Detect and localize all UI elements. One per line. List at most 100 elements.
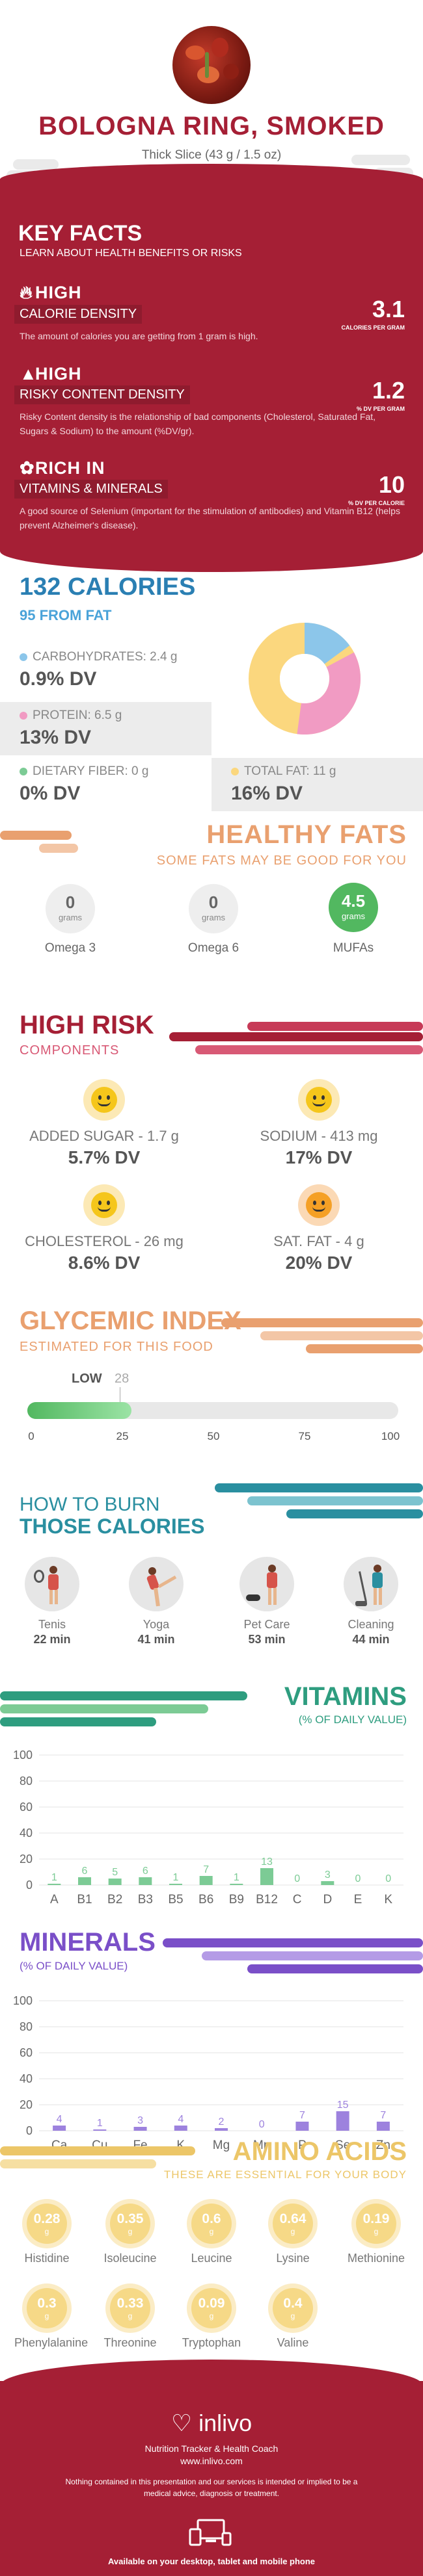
- amino-value: 0.33: [116, 2296, 144, 2311]
- y-tick-label: 100: [13, 1994, 33, 2007]
- amino-bubble: 0.6 g: [191, 2204, 232, 2244]
- fact-unit: % DV PER GRAM: [356, 406, 405, 412]
- protein-dot-icon: [20, 712, 27, 720]
- pet-care-icon: [239, 1557, 294, 1611]
- fact-level: HIGH: [35, 364, 82, 384]
- macro-donut-chart: [249, 623, 361, 735]
- amino-unit: g: [290, 2227, 295, 2236]
- fat-unit: grams: [201, 913, 226, 922]
- footer-url[interactable]: www.inlivo.com: [180, 2456, 243, 2466]
- x-tick-label: D: [323, 1893, 332, 1906]
- fact-unit: % DV PER CALORIE: [348, 500, 405, 506]
- amino-value: 0.35: [116, 2211, 144, 2226]
- header: BOLOGNA RING, SMOKED Thick Slice (43 g /…: [0, 0, 423, 182]
- amino-item: 0.64 g Lysine: [260, 2204, 325, 2265]
- amino-item: 0.35 g Isoleucine: [98, 2204, 163, 2265]
- y-tick-label: 100: [13, 1749, 33, 1762]
- nutrient-fiber: DIETARY FIBER: 0 g 0% DV: [20, 764, 215, 810]
- nutrient-protein: PROTEIN: 6.5 g 13% DV: [0, 702, 212, 755]
- footer: ♡ inlivo Nutrition Tracker & Health Coac…: [0, 2381, 423, 2576]
- x-tick-label: E: [354, 1893, 362, 1906]
- bar-value-label: 7: [203, 1864, 209, 1875]
- bar: [108, 1879, 122, 1885]
- amino-value: 0.3: [37, 2296, 57, 2311]
- x-tick-label: Mg: [213, 2139, 230, 2152]
- amino-item: 0.09 g Tryptophan: [179, 2288, 244, 2350]
- x-tick-label: B3: [138, 1893, 153, 1906]
- nutrient-fat: TOTAL FAT: 11 g 16% DV: [212, 758, 423, 811]
- bar-value-label: 1: [234, 1872, 239, 1883]
- tennis-icon: [25, 1557, 79, 1611]
- amino-unit: g: [374, 2227, 379, 2236]
- amino-item: 0.33 g Threonine: [98, 2288, 163, 2350]
- brand-logo[interactable]: ♡ inlivo: [0, 2410, 423, 2437]
- fact-value: 1.2: [372, 377, 405, 404]
- omega3-bubble: 0 grams: [46, 884, 95, 933]
- burn-title-bold: THOSE CALORIES: [20, 1515, 205, 1538]
- glycemic-bar: [27, 1402, 398, 1419]
- fact-name: RISKY CONTENT DENSITY: [14, 385, 190, 404]
- fat-dot-icon: [231, 768, 239, 775]
- y-tick-label: 20: [20, 2098, 33, 2111]
- amino-bubble: 0.35 g: [110, 2204, 150, 2244]
- footer-availability: Available on your desktop, tablet and mo…: [107, 2556, 316, 2566]
- x-tick-label: C: [293, 1893, 302, 1906]
- fat-label: Omega 6: [187, 941, 239, 955]
- bar: [133, 2127, 147, 2131]
- bar-value-label: 0: [355, 1873, 361, 1884]
- smile-icon: [298, 1184, 340, 1226]
- vitamins-bar-chart: 0 20 40 60 80 100 1 A 6 B1 5 B2 6 B3 1 B5 7 B6 1 B9 13 B12 0 C 3…: [13, 1749, 403, 1906]
- nutrient-carbs: CARBOHYDRATES: 2.4 g 0.9% DV: [20, 650, 215, 696]
- nutrient-label: DIETARY FIBER: 0 g: [33, 764, 149, 778]
- minerals-title: MINERALS: [20, 1928, 156, 1957]
- amino-unit: g: [290, 2311, 295, 2321]
- risk-dv: 5.7% DV: [68, 1147, 141, 1167]
- decor-stripe: [260, 1331, 423, 1340]
- decor-stripe: [39, 844, 78, 853]
- decor-stripe: [247, 1964, 423, 1973]
- amino-label: Tryptophan: [182, 2336, 241, 2349]
- yoga-icon: [129, 1557, 184, 1611]
- nutrient-dv: 16% DV: [231, 783, 303, 804]
- x-tick-label: B6: [198, 1893, 213, 1906]
- amino-unit: g: [44, 2227, 49, 2236]
- amino-label: Isoleucine: [103, 2252, 157, 2265]
- warning-icon: ▲: [20, 364, 38, 384]
- fact-name: VITAMINS & MINERALS: [14, 480, 168, 499]
- bar: [93, 2129, 107, 2131]
- fact-vitamins-minerals: ✿RICH IN VITAMINS & MINERALS 10 % DV PER…: [14, 458, 405, 532]
- nutrient-label: PROTEIN: 6.5 g: [33, 709, 122, 722]
- amino-bubble: 0.28 g: [27, 2204, 67, 2244]
- bar-value-label: 0: [385, 1873, 391, 1884]
- activity-time: 44 min: [352, 1633, 390, 1646]
- serving-size: Thick Slice (43 g / 1.5 oz): [141, 148, 282, 162]
- high-risk-title: HIGH RISK: [20, 1011, 154, 1039]
- decor-stripe: [0, 2146, 195, 2155]
- minerals-subtitle: (% OF DAILY VALUE): [20, 1960, 128, 1972]
- fat-value: 0: [65, 892, 75, 912]
- amino-title: AMINO ACIDS: [232, 2137, 407, 2166]
- nutrient-dv: 0.9% DV: [20, 668, 97, 690]
- activity-name: Cleaning: [348, 1618, 394, 1631]
- amino-label: Methionine: [347, 2252, 405, 2265]
- fact-value: 3.1: [372, 296, 405, 322]
- footer-disclaimer: Nothing contained in this presentation a…: [65, 2477, 358, 2498]
- activity-yoga: Yoga 41 min: [124, 1557, 189, 1646]
- activity-name: Tenis: [38, 1618, 66, 1631]
- bar: [53, 2126, 66, 2131]
- amino-bubble: 0.3 g: [27, 2288, 67, 2328]
- key-facts-subtitle: LEARN ABOUT HEALTH BENEFITS OR RISKS: [20, 248, 242, 259]
- bar-value-label: 6: [82, 1866, 88, 1877]
- fact-level: RICH IN: [35, 458, 105, 478]
- amino-subtitle: THESE ARE ESSENTIAL FOR YOUR BODY: [163, 2168, 407, 2181]
- key-facts-section: KEY FACTS LEARN ABOUT HEALTH BENEFITS OR…: [0, 164, 423, 546]
- glycemic-value: 28: [115, 1372, 130, 1386]
- bar: [78, 1877, 91, 1885]
- donut-hole: [280, 654, 329, 703]
- amino-item: 0.19 g Methionine: [344, 2204, 409, 2265]
- page-title: BOLOGNA RING, SMOKED: [38, 112, 385, 140]
- fact-value: 10: [378, 471, 405, 498]
- bar: [260, 1868, 273, 1885]
- fact-name: CALORIE DENSITY: [14, 305, 143, 324]
